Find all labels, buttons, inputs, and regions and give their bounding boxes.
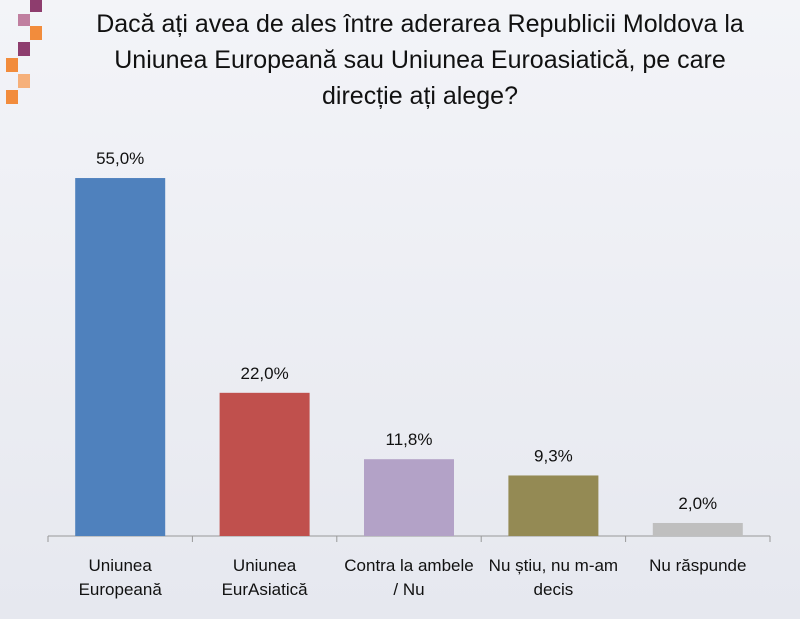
value-label: 22,0%	[240, 364, 288, 383]
bar	[508, 475, 599, 536]
x-tick-label: Uniunea Europeană	[78, 556, 162, 599]
decor	[18, 74, 30, 88]
decor	[6, 90, 18, 104]
bar	[219, 392, 310, 536]
decor	[18, 14, 30, 26]
x-tick-label: Nu răspunde	[649, 556, 747, 575]
bar	[75, 178, 166, 536]
value-label: 55,0%	[96, 149, 144, 168]
x-tick-label: Uniunea EurAsiatică	[221, 556, 308, 599]
chart-title: Dacă ați avea de ales între aderarea Rep…	[96, 10, 744, 110]
value-label: 9,3%	[534, 446, 573, 465]
value-label: 2,0%	[678, 494, 717, 513]
x-tick-label: Contra la ambele / Nu	[344, 556, 474, 599]
x-tick-label: Nu știu, nu m-am decis	[488, 556, 619, 599]
decor	[18, 42, 30, 56]
bar	[364, 459, 454, 536]
bar	[652, 522, 743, 536]
value-label: 11,8%	[386, 430, 433, 449]
decor	[30, 26, 42, 40]
decor	[30, 0, 42, 12]
decor	[6, 58, 18, 72]
